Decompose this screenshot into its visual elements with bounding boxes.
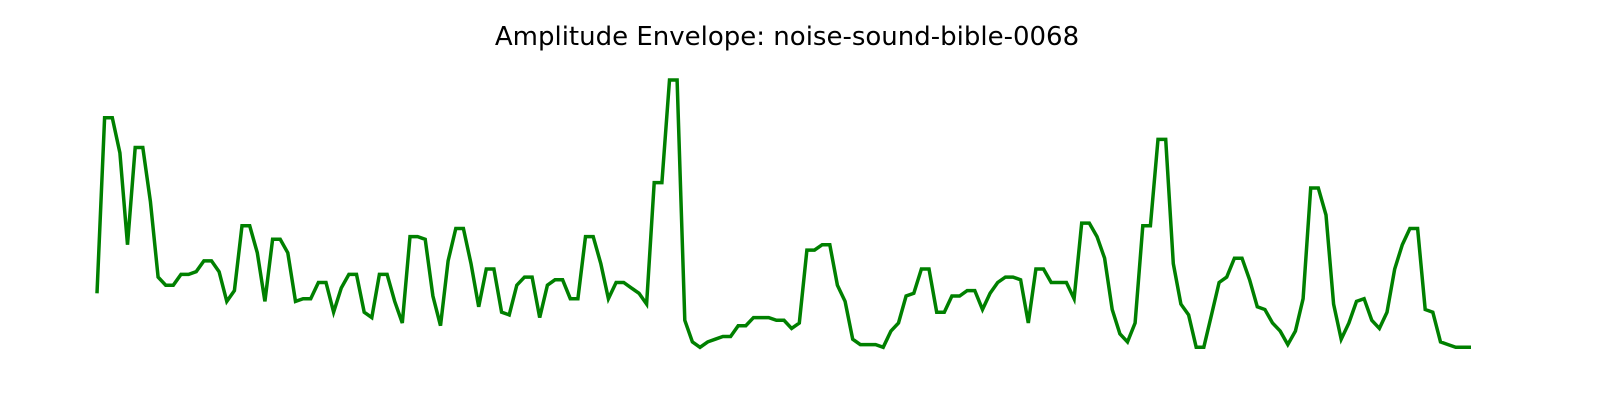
series-layer <box>95 78 1471 350</box>
chart-title: Amplitude Envelope: noise-sound-bible-00… <box>494 22 1080 52</box>
series-line-0 <box>95 78 1471 350</box>
